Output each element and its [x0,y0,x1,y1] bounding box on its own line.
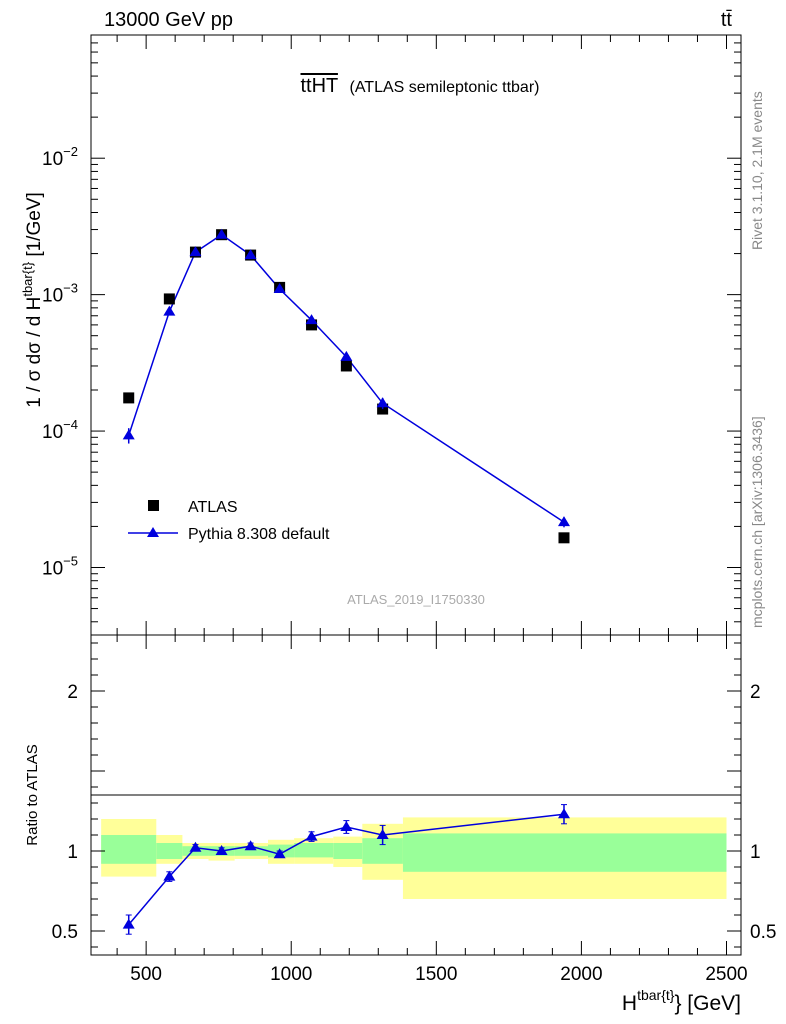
header-right: tt̄ [721,9,733,31]
pythia-point [376,397,389,408]
ratio-y-tick-label: 0.5 [52,922,78,943]
pythia-point [340,350,353,361]
ratio-line [128,813,565,926]
atlas-point [340,360,352,372]
plot-title: ttHT (ATLAS semileptonic ttbar) [301,75,540,97]
plot-title-sub: (ATLAS semileptonic ttbar) [349,79,539,96]
main-panel: 10−5 10−4 10−3 10−2 ttHT (ATLAS semileptoni… [20,34,742,636]
x-tick-label: 1000 [270,964,312,985]
pythia-point [557,516,570,527]
band-inner [402,833,727,872]
main-ylabel: 1 / σ dσ / d Htbar{t} [1/GeV] [20,192,45,408]
ratio-y-tick-label-right: 2 [750,682,761,703]
ratio-point [122,918,135,929]
band-inner [156,843,183,859]
ratio-point [215,845,228,855]
x-tick-label: 2000 [560,964,602,985]
legend-atlas-label: ATLAS [188,499,238,516]
mcplots-label: mcplots.cern.ch [arXiv:1306.3436] [749,416,765,628]
atlas-point [558,532,570,544]
ratio-y-tick-label-right: 1 [750,842,761,863]
x-tick-label: 1500 [415,964,457,985]
ratio-point [273,848,286,859]
y-tick-label: 10−2 [42,144,78,170]
y-tick-label: 10−5 [42,553,78,579]
legend-atlas-marker [148,500,159,511]
atlas-point [306,319,318,331]
ratio-ylabel: Ratio to ATLAS [24,744,41,845]
pythia-point [122,429,135,440]
analysis-id: ATLAS_2019_I1750330 [347,592,485,607]
ratio-point [557,808,570,819]
ratio-point [244,840,257,851]
legend-pythia-marker [147,527,159,537]
pythia-point [163,305,176,316]
band-inner [333,843,363,859]
ratio-point [376,829,389,839]
main-frame [90,34,742,636]
band-inner [294,843,334,858]
pythia-point [305,314,318,325]
ratio-point [163,870,176,881]
plot-title-main: ttHT [301,75,339,97]
rivet-label: Rivet 3.1.10, 2.1M events [749,91,765,250]
pythia-point [273,282,286,293]
y-tick-label: 10−4 [42,417,78,443]
y-tick-label: 10−3 [42,281,78,307]
ratio-y-tick-label: 2 [67,682,78,703]
ratio-point [340,821,353,831]
pythia-point [244,249,257,260]
header-left: 13000 GeV pp [104,9,233,31]
ratio-point [305,830,318,841]
band-inner [101,835,157,864]
ratio-bands [101,817,727,899]
x-tick-label: 500 [130,964,162,985]
main-axes: 10−5 10−4 10−3 10−2 [42,34,741,635]
ratio-marks [122,804,570,935]
x-tick-label: 2500 [705,964,747,985]
pythia-point [189,246,202,257]
ratio-xlabel: Htbar{t}} [GeV] [622,987,741,1015]
main-marks [122,228,570,544]
pythia-point [215,228,228,239]
ratio-y-tick-label-right: 0.5 [750,922,776,943]
ratio-point [189,841,202,852]
band-inner [234,846,269,856]
ratio-frame [90,634,742,956]
legend: ATLAS Pythia 8.308 default [128,499,330,543]
ratio-y-tick-label: 1 [67,842,78,863]
pythia-line [128,233,565,523]
legend-pythia-label: Pythia 8.308 default [188,526,330,543]
atlas-point [123,392,135,404]
atlas-point [163,293,175,305]
